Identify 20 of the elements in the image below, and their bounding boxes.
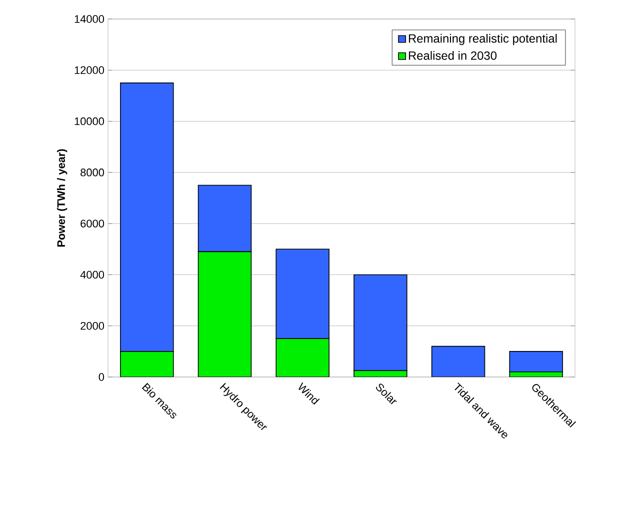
y-axis-title: Power (TWh / year) (56, 149, 68, 247)
y-tick-label: 0 (98, 373, 104, 381)
bar (509, 351, 563, 372)
y-tick-label: 12000 (74, 66, 104, 74)
y-tick-label: 8000 (80, 168, 104, 176)
bar (120, 82, 174, 352)
bar (276, 248, 330, 340)
legend-label: Remaining realistic potential (408, 34, 557, 46)
y-tick-label: 14000 (74, 15, 104, 23)
y-tick-label: 6000 (80, 220, 104, 228)
bar (432, 346, 485, 377)
bar (198, 184, 252, 252)
y-tick-label: 2000 (80, 322, 104, 330)
bar (198, 252, 252, 377)
y-tick-label: 4000 (80, 270, 104, 279)
y-tick-label: 10000 (74, 117, 104, 126)
bar (276, 338, 330, 377)
bar (354, 274, 408, 372)
legend-label: Realised in 2030 (408, 51, 497, 60)
bar (120, 351, 174, 377)
